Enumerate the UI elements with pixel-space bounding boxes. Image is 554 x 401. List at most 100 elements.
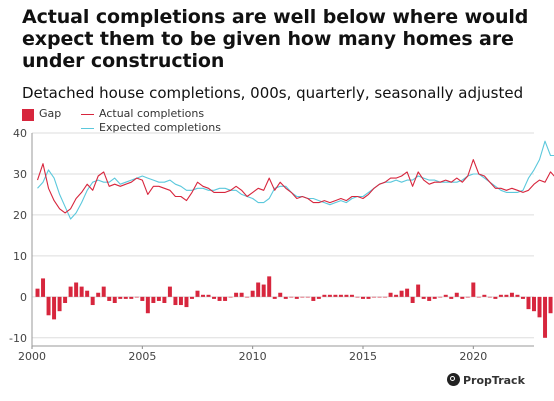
- gap-bar: [184, 296, 189, 308]
- gap-bar: [410, 296, 415, 303]
- gap-bar: [476, 296, 481, 298]
- gap-bar: [294, 296, 299, 299]
- gap-bar: [118, 296, 123, 299]
- gap-bar: [173, 296, 178, 306]
- legend-label-gap: Gap: [39, 107, 62, 120]
- y-tick-label: 40: [13, 127, 27, 140]
- gap-bar: [90, 296, 95, 306]
- gap-bar: [129, 296, 134, 299]
- gap-bar: [504, 294, 509, 297]
- gap-bar: [162, 296, 167, 303]
- gap-bar: [344, 294, 349, 297]
- legend-line-expected: [81, 128, 94, 130]
- gap-bar: [333, 294, 338, 297]
- gap-bar: [372, 296, 377, 298]
- gap-bar: [493, 296, 498, 299]
- gap-bar: [101, 286, 106, 297]
- gap-bar: [327, 294, 332, 297]
- brand-name: PropTrack: [463, 374, 525, 387]
- gap-bar: [509, 292, 514, 297]
- x-tick-label: 2015: [349, 350, 377, 363]
- gap-bar: [267, 276, 272, 297]
- gap-bar: [206, 294, 211, 297]
- gap-bar: [278, 292, 283, 297]
- gap-bar: [107, 296, 112, 301]
- gap-bar: [471, 282, 476, 297]
- gap-bar: [526, 296, 531, 310]
- gap-bar: [537, 296, 542, 318]
- gap-bar: [482, 294, 487, 297]
- chart-subtitle: Detached house completions, 000s, quarte…: [22, 84, 524, 102]
- gap-bar: [322, 294, 327, 297]
- gap-bar: [195, 290, 200, 297]
- gap-bar: [96, 292, 101, 297]
- gap-bar: [438, 296, 443, 298]
- legend-swatch-gap: [22, 109, 34, 121]
- gap-bar: [74, 282, 79, 297]
- gap-bar: [223, 296, 228, 301]
- gap-bar: [217, 296, 222, 301]
- gap-bar: [498, 294, 503, 297]
- x-tick-label: 2010: [239, 350, 267, 363]
- gap-bar: [355, 296, 360, 298]
- gap-bar: [35, 288, 40, 297]
- proptrack-logo-icon: [447, 373, 460, 386]
- gap-bar: [63, 296, 68, 303]
- gap-bar: [405, 288, 410, 297]
- y-tick-label: 30: [13, 168, 27, 181]
- gap-bar: [151, 296, 156, 303]
- x-tick-label: 2000: [18, 350, 46, 363]
- gap-bar: [156, 296, 161, 301]
- gap-bar: [399, 290, 404, 297]
- gap-bar: [460, 296, 465, 299]
- gap-bar: [432, 296, 437, 299]
- gap-bar: [123, 296, 128, 299]
- gap-bar: [316, 296, 321, 299]
- gap-bar: [68, 286, 73, 297]
- y-tick-label: 0: [20, 291, 27, 304]
- y-tick-label: 20: [13, 209, 27, 222]
- gap-bar: [349, 294, 354, 297]
- y-tick-label: -10: [9, 332, 27, 345]
- gap-bar: [289, 296, 294, 298]
- expected-completions-line: [37, 140, 554, 220]
- gap-bar: [449, 296, 454, 299]
- gap-bar: [52, 296, 57, 320]
- gap-bar: [465, 296, 470, 298]
- gap-bar: [41, 278, 46, 297]
- gap-bar: [305, 296, 310, 298]
- gap-bar: [311, 296, 316, 301]
- gap-bar: [377, 296, 382, 298]
- gap-bar: [239, 292, 244, 297]
- gap-bar: [427, 296, 432, 301]
- gap-bar: [515, 294, 520, 297]
- gap-bar: [134, 296, 139, 298]
- gap-bar: [250, 290, 255, 297]
- gap-bar: [167, 286, 172, 297]
- gap-bar: [189, 296, 194, 299]
- legend-label-expected: Expected completions: [99, 121, 221, 134]
- gap-bar: [543, 296, 548, 338]
- y-tick-label: 10: [13, 250, 27, 263]
- gap-bar: [338, 294, 343, 297]
- gap-bar: [201, 294, 205, 297]
- gap-bar: [85, 290, 90, 297]
- legend-label-actual: Actual completions: [99, 107, 205, 120]
- x-tick-label: 2005: [128, 350, 156, 363]
- gap-bar: [245, 296, 250, 298]
- gap-bar: [112, 296, 117, 303]
- gap-bar: [383, 296, 388, 298]
- gap-bar: [234, 292, 239, 297]
- gap-bar: [361, 296, 365, 299]
- gap-bar: [178, 296, 183, 306]
- gap-bar: [487, 296, 492, 298]
- x-tick-label: 2020: [459, 350, 487, 363]
- gap-bar: [366, 296, 371, 299]
- gap-bar: [532, 296, 536, 312]
- gap-bar: [256, 282, 261, 297]
- legend-line-actual: [81, 114, 94, 116]
- gap-bar: [140, 296, 145, 301]
- gap-bar: [57, 296, 62, 312]
- gap-bar: [228, 296, 233, 298]
